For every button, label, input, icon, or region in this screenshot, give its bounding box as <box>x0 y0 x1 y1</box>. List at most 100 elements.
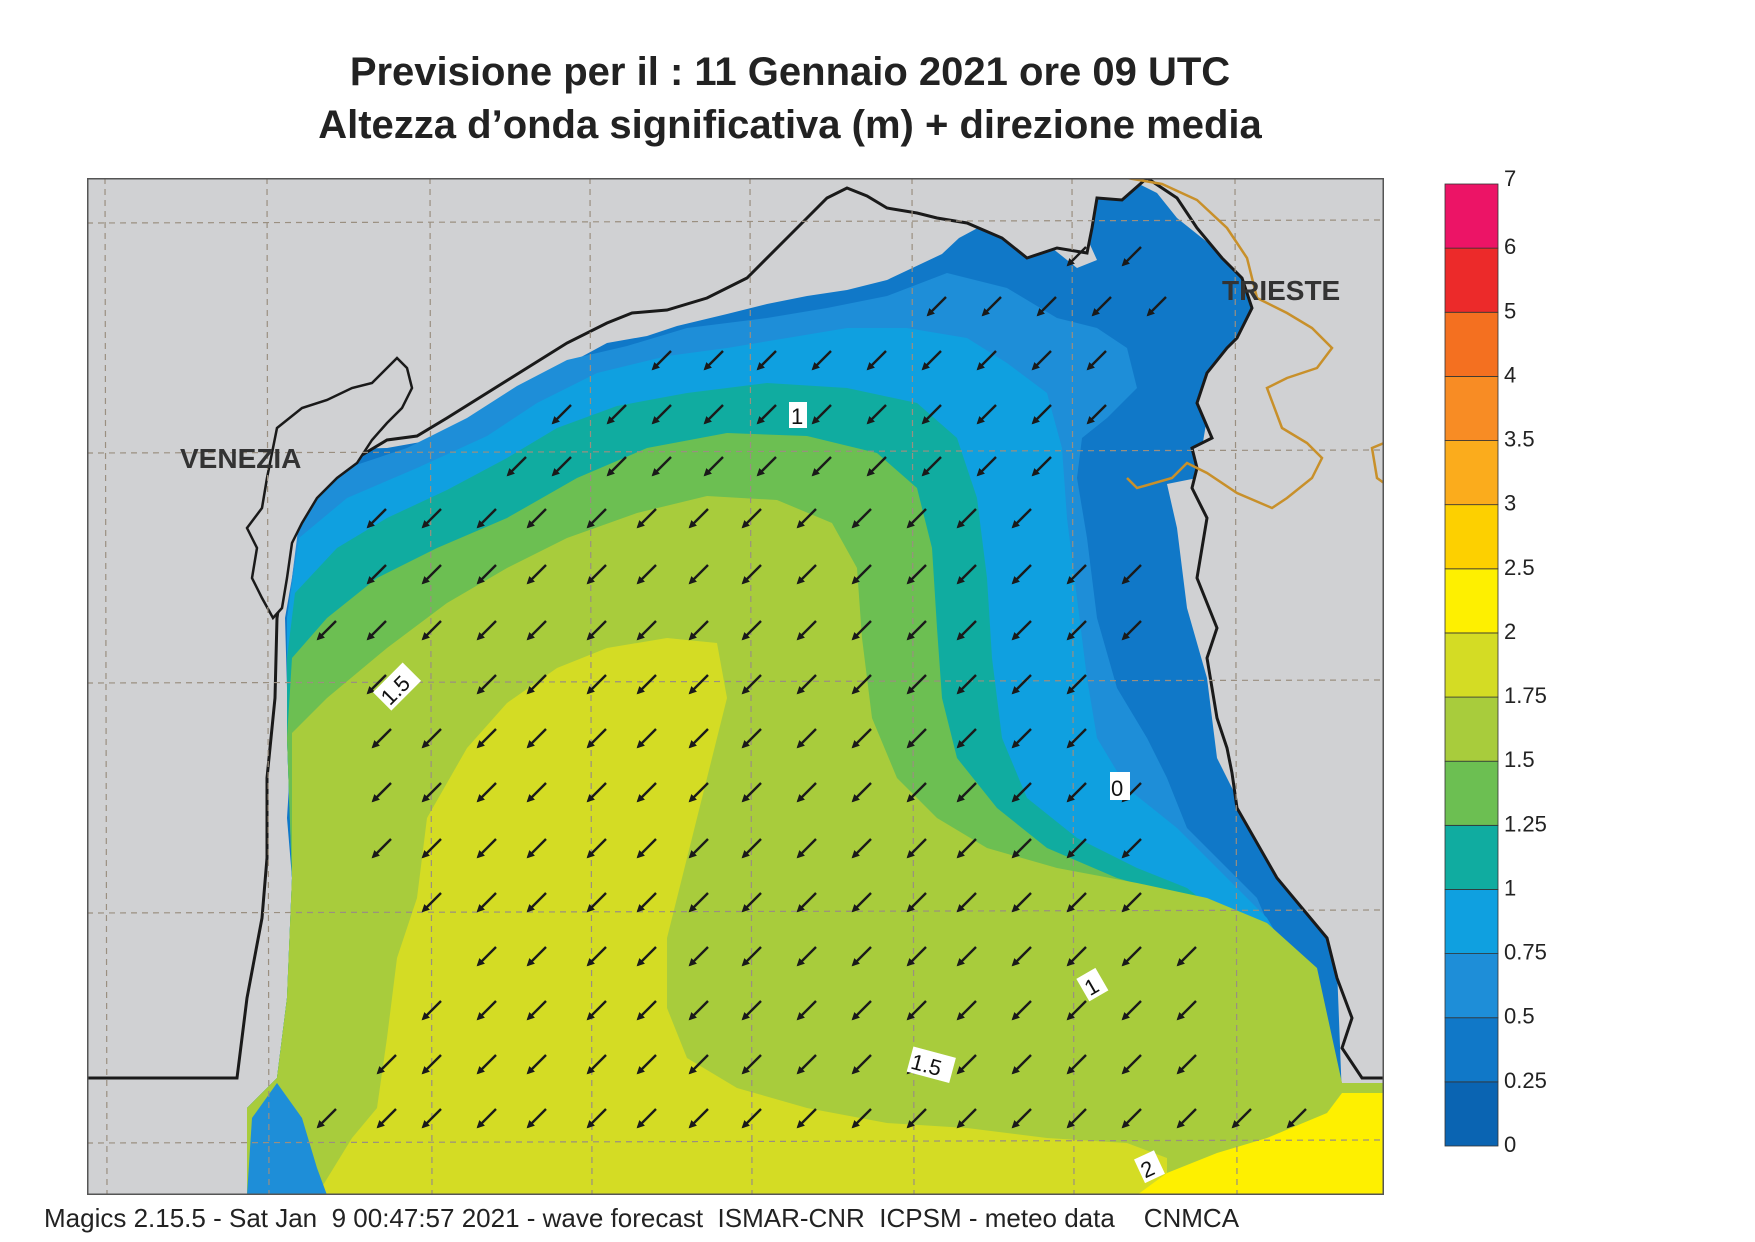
wave-direction-arrow <box>956 1108 977 1129</box>
wave-direction-arrow <box>586 1000 607 1021</box>
wave-direction-arrow <box>906 782 927 803</box>
wave-direction-arrow <box>636 892 657 913</box>
contour-label-2-south: 2 <box>1134 1150 1165 1183</box>
wave-direction-arrow <box>956 946 977 967</box>
wave-direction-arrow <box>1066 1108 1087 1129</box>
legend-level-label: 0.75 <box>1504 940 1547 965</box>
wave-direction-arrow <box>586 892 607 913</box>
wave-direction-arrow <box>688 620 709 641</box>
wave-direction-arrow <box>976 456 997 477</box>
wave-direction-arrow <box>1011 1108 1032 1129</box>
legend-level-label: 0.5 <box>1504 1004 1535 1029</box>
wave-direction-arrow <box>586 564 607 585</box>
legend-swatch <box>1444 504 1499 570</box>
wave-direction-arrow <box>703 350 724 371</box>
wave-direction-arrow <box>756 350 777 371</box>
wave-direction-arrow <box>688 508 709 529</box>
wave-direction-arrow <box>476 564 497 585</box>
wave-direction-arrow <box>866 404 887 425</box>
wave-direction-arrow <box>956 1054 977 1075</box>
wave-direction-arrow <box>1011 1054 1032 1075</box>
wave-direction-arrow <box>1066 838 1087 859</box>
wave-direction-arrow <box>1011 564 1032 585</box>
wave-direction-arrow <box>526 892 547 913</box>
wave-direction-arrow <box>688 782 709 803</box>
wave-direction-arrow <box>906 564 927 585</box>
wave-direction-arrow <box>421 620 442 641</box>
wave-direction-arrow <box>1011 1000 1032 1021</box>
legend-level-label: 1.5 <box>1504 747 1535 772</box>
wave-direction-arrow <box>1031 456 1052 477</box>
wave-direction-arrow <box>851 728 872 749</box>
wave-direction-arrow <box>316 620 337 641</box>
wave-direction-arrow <box>906 838 927 859</box>
wave-direction-arrow <box>688 838 709 859</box>
place-label-trieste: TRIESTE <box>1222 275 1340 306</box>
wave-direction-arrow <box>796 838 817 859</box>
wave-direction-arrow <box>703 456 724 477</box>
legend-swatch <box>1444 953 1499 1019</box>
wave-direction-arrow <box>651 350 672 371</box>
wave-direction-arrow <box>476 674 497 695</box>
wave-height-map: 1 1.5 0 1 1.5 2 VENEZIA <box>87 178 1384 1195</box>
wave-direction-arrow <box>1176 1000 1197 1021</box>
legend-level-label: 2.5 <box>1504 555 1535 580</box>
wave-direction-arrow <box>371 838 392 859</box>
legend-swatch <box>1444 311 1499 377</box>
wave-direction-arrow <box>1011 728 1032 749</box>
wave-direction-arrow <box>636 674 657 695</box>
wave-direction-arrow <box>811 350 832 371</box>
wave-direction-arrow <box>1011 892 1032 913</box>
wave-direction-arrow <box>703 404 724 425</box>
wave-direction-arrow <box>1011 782 1032 803</box>
wave-direction-arrow <box>741 620 762 641</box>
wave-direction-arrow <box>741 838 762 859</box>
wave-direction-arrow <box>976 350 997 371</box>
wave-direction-arrow <box>688 892 709 913</box>
wave-direction-arrow <box>421 564 442 585</box>
wave-direction-arrow <box>1121 892 1142 913</box>
wave-direction-arrow <box>421 1054 442 1075</box>
wave-direction-arrow <box>741 946 762 967</box>
wave-direction-arrow <box>851 1054 872 1075</box>
wave-direction-arrow <box>1066 782 1087 803</box>
wave-direction-arrow <box>1121 946 1142 967</box>
wave-direction-arrow <box>636 782 657 803</box>
wave-direction-arrow <box>851 674 872 695</box>
wave-direction-arrow <box>1121 246 1142 267</box>
wave-direction-arrow <box>981 296 1002 317</box>
wave-direction-arrow <box>796 782 817 803</box>
wave-direction-arrow <box>906 674 927 695</box>
wave-direction-arrow <box>956 838 977 859</box>
wave-direction-arrow <box>636 564 657 585</box>
legend-swatch <box>1444 632 1499 698</box>
forecast-title: Previsione per il : 11 Gennaio 2021 ore … <box>349 50 1231 94</box>
sea-1.75-2 <box>317 638 1167 1195</box>
wave-direction-arrow <box>976 404 997 425</box>
footer-credits: Magics 2.15.5 - Sat Jan 9 00:47:57 2021 … <box>44 1203 1240 1233</box>
legend-level-label: 0 <box>1504 1132 1516 1157</box>
wave-direction-arrow <box>956 508 977 529</box>
wave-direction-arrow <box>376 1054 397 1075</box>
wave-direction-arrow <box>586 1108 607 1129</box>
venice-lagoon <box>245 356 414 621</box>
wave-direction-arrow <box>796 1108 817 1129</box>
wave-direction-arrow <box>756 404 777 425</box>
wave-direction-arrow <box>1176 1054 1197 1075</box>
wave-direction-arrow <box>741 674 762 695</box>
wave-direction-arrow <box>688 674 709 695</box>
wave-direction-arrow <box>526 674 547 695</box>
wave-direction-arrow <box>551 456 572 477</box>
wave-direction-arrow <box>551 404 572 425</box>
wave-direction-arrow <box>421 508 442 529</box>
wave-direction-arrow <box>366 674 387 695</box>
wave-direction-arrow <box>851 1108 872 1129</box>
wave-direction-arrow <box>956 782 977 803</box>
wave-direction-arrow <box>476 1054 497 1075</box>
wave-direction-arrow <box>316 1108 337 1129</box>
wave-direction-arrow <box>796 564 817 585</box>
wave-direction-arrow <box>956 728 977 749</box>
wave-direction-arrow <box>476 838 497 859</box>
wave-direction-arrow <box>526 946 547 967</box>
wave-direction-arrow <box>921 350 942 371</box>
